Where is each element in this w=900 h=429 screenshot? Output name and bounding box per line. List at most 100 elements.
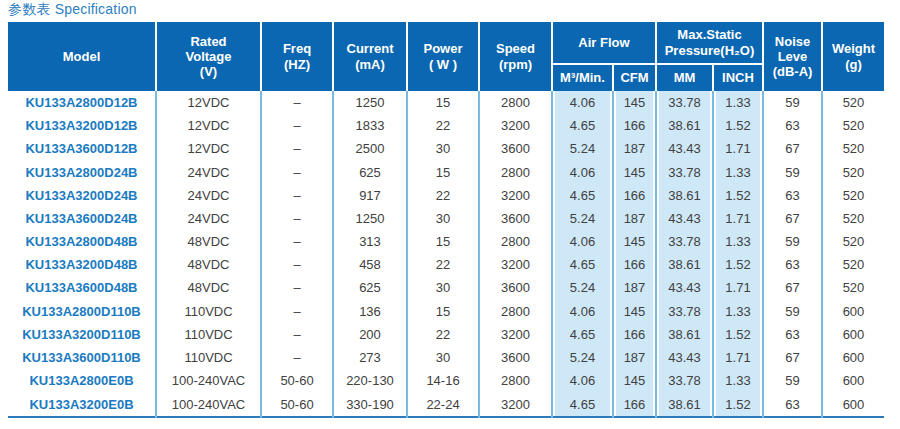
data-cell: 48VDC xyxy=(156,276,261,299)
data-cell: 1.71 xyxy=(713,276,763,299)
data-cell: 43.43 xyxy=(656,346,713,369)
data-cell: 145 xyxy=(613,91,656,114)
data-cell: – xyxy=(261,161,333,184)
col-header-inch: INCH xyxy=(713,64,763,91)
data-cell: 136 xyxy=(333,300,407,323)
data-cell: 30 xyxy=(407,137,479,160)
data-cell: 33.78 xyxy=(656,369,713,392)
col-header-freq: Freq (HZ) xyxy=(261,22,333,91)
data-cell: 12VDC xyxy=(156,114,261,137)
data-cell: 38.61 xyxy=(656,392,713,417)
data-cell: 14-16 xyxy=(407,369,479,392)
col-header-weight: Weight (g) xyxy=(822,22,884,91)
data-cell: 3200 xyxy=(479,323,552,346)
model-cell: KU133A2800D24B xyxy=(8,161,156,184)
data-cell: 38.61 xyxy=(656,114,713,137)
table-row: KU133A3200E0B100-240VAC50-60330-19022-24… xyxy=(8,392,884,417)
spec-table: Model Rated Voltage (V) Freq (HZ) Curren… xyxy=(8,22,884,418)
data-cell: – xyxy=(261,346,333,369)
data-cell: 1250 xyxy=(333,91,407,114)
data-cell: 1.33 xyxy=(713,91,763,114)
data-cell: 520 xyxy=(822,91,884,114)
data-cell: 15 xyxy=(407,91,479,114)
data-cell: 67 xyxy=(763,346,822,369)
data-cell: 63 xyxy=(763,253,822,276)
col-header-air-flow: Air Flow xyxy=(552,22,656,64)
data-cell: 38.61 xyxy=(656,253,713,276)
model-cell: KU133A3600D12B xyxy=(8,137,156,160)
data-cell: 458 xyxy=(333,253,407,276)
data-cell: 3200 xyxy=(479,253,552,276)
data-cell: 22 xyxy=(407,253,479,276)
table-row: KU133A2800E0B100-240VAC50-60220-13014-16… xyxy=(8,369,884,392)
data-cell: 187 xyxy=(613,207,656,230)
data-cell: 22 xyxy=(407,114,479,137)
data-cell: 520 xyxy=(822,161,884,184)
table-row: KU133A3200D48B48VDC–4582232004.6516638.6… xyxy=(8,253,884,276)
table-row: KU133A3600D48B48VDC–6253036005.2418743.4… xyxy=(8,276,884,299)
data-cell: 166 xyxy=(613,253,656,276)
data-cell: 166 xyxy=(613,323,656,346)
data-cell: 4.65 xyxy=(552,253,613,276)
data-cell: 600 xyxy=(822,392,884,417)
data-cell: 3600 xyxy=(479,276,552,299)
data-cell: 600 xyxy=(822,323,884,346)
data-cell: 22-24 xyxy=(407,392,479,417)
data-cell: 520 xyxy=(822,207,884,230)
col-header-mm: MM xyxy=(656,64,713,91)
data-cell: 520 xyxy=(822,137,884,160)
data-cell: – xyxy=(261,323,333,346)
data-cell: 5.24 xyxy=(552,207,613,230)
data-cell: 166 xyxy=(613,114,656,137)
data-cell: 33.78 xyxy=(656,230,713,253)
data-cell: 5.24 xyxy=(552,276,613,299)
data-cell: 22 xyxy=(407,184,479,207)
data-cell: 2800 xyxy=(479,91,552,114)
data-cell: 38.61 xyxy=(656,323,713,346)
data-cell: 1.33 xyxy=(713,230,763,253)
data-cell: 600 xyxy=(822,300,884,323)
data-cell: 67 xyxy=(763,276,822,299)
data-cell: 4.06 xyxy=(552,300,613,323)
data-cell: 600 xyxy=(822,346,884,369)
data-cell: 15 xyxy=(407,161,479,184)
data-cell: 187 xyxy=(613,137,656,160)
data-cell: 3200 xyxy=(479,114,552,137)
data-cell: 43.43 xyxy=(656,137,713,160)
data-cell: 4.65 xyxy=(552,114,613,137)
data-cell: 187 xyxy=(613,346,656,369)
data-cell: 100-240VAC xyxy=(156,369,261,392)
data-cell: 110VDC xyxy=(156,346,261,369)
data-cell: 273 xyxy=(333,346,407,369)
data-cell: – xyxy=(261,114,333,137)
col-header-current: Current (mA) xyxy=(333,22,407,91)
data-cell: 166 xyxy=(613,184,656,207)
model-cell: KU133A3600D24B xyxy=(8,207,156,230)
data-cell: 1833 xyxy=(333,114,407,137)
data-cell: 59 xyxy=(763,161,822,184)
data-cell: – xyxy=(261,276,333,299)
data-cell: 145 xyxy=(613,300,656,323)
table-row: KU133A3200D12B12VDC–18332232004.6516638.… xyxy=(8,114,884,137)
data-cell: – xyxy=(261,207,333,230)
data-cell: 48VDC xyxy=(156,230,261,253)
data-cell: – xyxy=(261,230,333,253)
data-cell: 145 xyxy=(613,369,656,392)
data-cell: 48VDC xyxy=(156,253,261,276)
data-cell: 22 xyxy=(407,323,479,346)
data-cell: 520 xyxy=(822,114,884,137)
data-cell: 24VDC xyxy=(156,184,261,207)
data-cell: 625 xyxy=(333,161,407,184)
data-cell: 50-60 xyxy=(261,392,333,417)
data-cell: 3600 xyxy=(479,137,552,160)
data-cell: 100-240VAC xyxy=(156,392,261,417)
data-cell: 2800 xyxy=(479,369,552,392)
data-cell: 59 xyxy=(763,91,822,114)
data-cell: – xyxy=(261,91,333,114)
data-cell: 1.33 xyxy=(713,369,763,392)
data-cell: 30 xyxy=(407,207,479,230)
col-header-m3-min: M³/Min. xyxy=(552,64,613,91)
data-cell: 63 xyxy=(763,392,822,417)
data-cell: 1250 xyxy=(333,207,407,230)
data-cell: 15 xyxy=(407,230,479,253)
